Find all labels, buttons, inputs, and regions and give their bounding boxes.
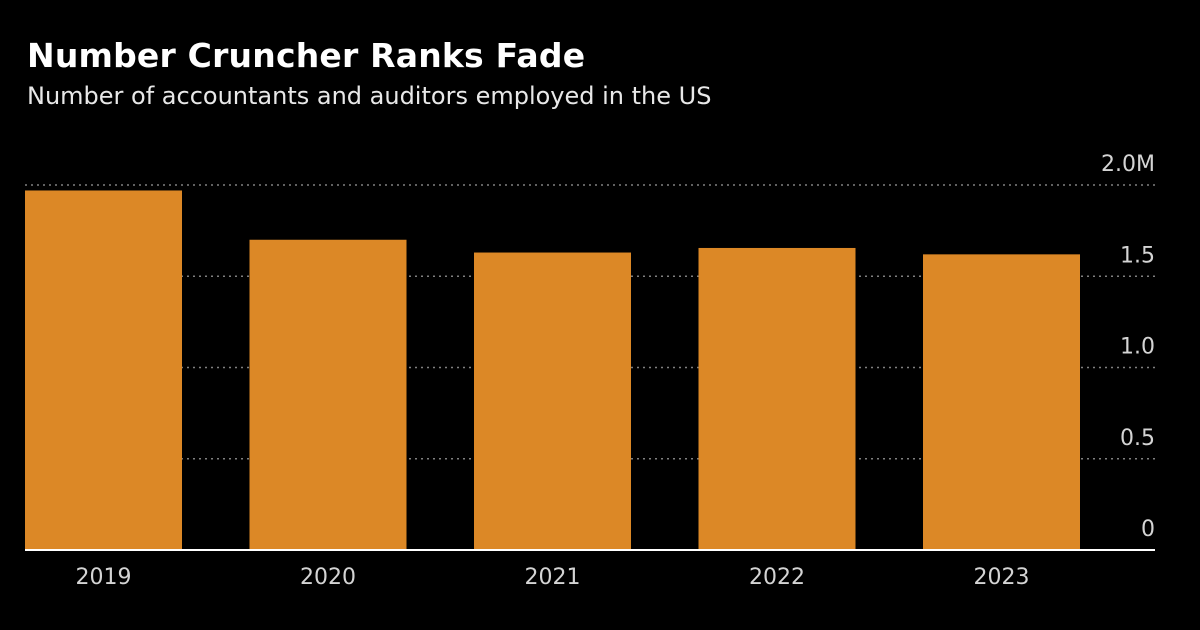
y-tick-label: 0 <box>1141 517 1155 542</box>
bar-2023 <box>923 254 1080 550</box>
y-tick-label: 1.5 <box>1120 243 1155 268</box>
x-axis-ticks: 2019 2020 2021 2022 2023 <box>76 565 1030 590</box>
y-tick-label: 2.0M <box>1101 152 1155 177</box>
bar-2021 <box>474 252 631 550</box>
x-tick-label: 2021 <box>525 565 581 590</box>
x-tick-label: 2022 <box>749 565 805 590</box>
x-tick-label: 2023 <box>974 565 1030 590</box>
y-tick-label: 1.0 <box>1120 335 1155 360</box>
y-axis-ticks: 0 0.5 1.0 1.5 2.0M <box>1101 152 1155 542</box>
bars <box>25 190 1080 550</box>
chart-title: Number Cruncher Ranks Fade <box>27 36 586 75</box>
bar-2020 <box>249 239 407 550</box>
chart-subtitle: Number of accountants and auditors emplo… <box>27 82 712 110</box>
x-tick-label: 2019 <box>76 565 132 590</box>
x-tick-label: 2020 <box>300 565 356 590</box>
bar-2019 <box>25 190 182 550</box>
bar-2022 <box>698 247 856 550</box>
y-tick-label: 0.5 <box>1120 426 1155 451</box>
